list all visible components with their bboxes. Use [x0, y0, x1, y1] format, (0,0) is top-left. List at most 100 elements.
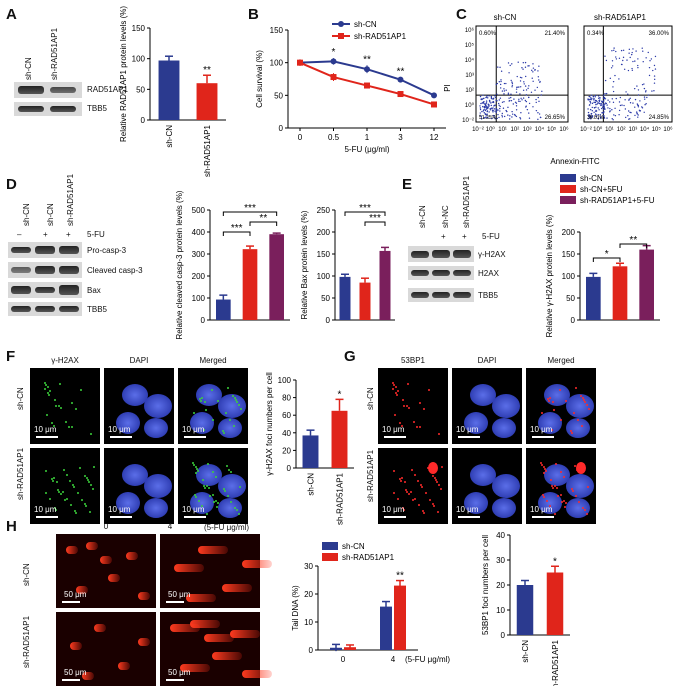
flow-dot-0-236 [503, 90, 506, 92]
flow-dot-0-199 [532, 67, 535, 69]
A-bar-1 [196, 83, 218, 120]
flow-dot-0-108 [488, 105, 490, 107]
flow-q2-1: 36.00% [649, 31, 670, 37]
micro-g-col-2: DAPI [477, 356, 497, 365]
B-point-1-3 [397, 91, 404, 98]
A-ytick-label-2: 100 [132, 55, 146, 64]
flow-dot-0-71 [523, 81, 525, 83]
flow-dot-1-144 [624, 116, 627, 119]
flow-dot-1-190 [637, 106, 640, 108]
flow-dot-0-39 [534, 89, 536, 91]
flow-dot-1-8 [612, 101, 615, 104]
flow-dot-1-176 [637, 116, 639, 118]
B-point-0-3 [397, 76, 404, 83]
blot-a-row-1: RAD51AP1 [87, 85, 128, 94]
flow-dot-0-25 [538, 65, 540, 67]
flow-dot-1-163 [623, 104, 625, 107]
flow-dot-0-95 [519, 76, 522, 79]
flow-dot-0-104 [502, 107, 505, 109]
flow-dot-0-43 [482, 94, 484, 96]
flow-dot-1-17 [587, 108, 589, 110]
flow-dot-0-139 [530, 91, 533, 94]
B-sig-2: ** [363, 54, 371, 65]
flow-dot-0-35 [492, 111, 494, 113]
flow-dot-0-161 [527, 96, 530, 99]
flow-dot-1-138 [595, 94, 597, 97]
flow-dot-0-167 [485, 116, 487, 118]
flow-dot-1-128 [609, 107, 611, 110]
flow-dot-0-208 [484, 108, 486, 111]
flow-dot-1-25 [630, 53, 633, 56]
blot-d-bax [8, 282, 82, 298]
comet-col-unit: (5-FU μg/ml) [204, 523, 250, 532]
blot-d-row-3: Bax [87, 286, 101, 295]
flow-dot-1-7 [622, 56, 625, 59]
flow-dot-1-156 [619, 104, 622, 107]
blot-d-row-2: Cleaved casp-3 [87, 266, 143, 275]
flow-dot-0-137 [515, 109, 518, 111]
flow-ytick-0: 10⁶ [465, 27, 475, 34]
B-ytick-label-3: 150 [270, 26, 284, 35]
flow-dot-1-152 [609, 77, 612, 80]
flow-dot-1-99 [641, 47, 643, 49]
flow-dot-0-127 [511, 113, 514, 115]
flow-dot-1-4 [628, 48, 631, 51]
flow-dot-1-126 [605, 92, 608, 95]
F-ytick-label-2: 40 [282, 429, 291, 438]
flow-dot-1-60 [603, 100, 605, 102]
flow-dot-1-124 [647, 94, 650, 96]
H2-ytick-label-4: 40 [496, 531, 505, 540]
flow-dot-0-142 [527, 65, 529, 67]
D2-ytick-label-0: 0 [326, 316, 331, 325]
flow-dot-0-186 [519, 86, 522, 88]
blot-d-treat-label: 5-FU [87, 230, 105, 239]
panel-letter-e: E [402, 176, 413, 193]
H1-ytick-label-2: 20 [304, 590, 313, 599]
flow-dot-0-163 [522, 68, 524, 70]
blot-a-row-2: TBB5 [87, 104, 108, 113]
B-point-1-1 [330, 74, 337, 81]
flow-dot-0-175 [541, 90, 543, 92]
flow-dot-1-47 [595, 115, 598, 118]
flow-xtick-0-2: 10¹ [498, 127, 507, 133]
flow-dot-0-155 [496, 93, 498, 96]
blot-d-treat-1: – [17, 230, 22, 239]
flow-ylabel: PI [443, 84, 452, 92]
flow-dot-0-203 [483, 109, 485, 111]
flow-dot-0-133 [500, 79, 502, 81]
flow-dot-1-160 [590, 97, 592, 99]
flow-dot-1-205 [639, 100, 641, 102]
flow-xtick-1-3: 10² [617, 127, 626, 133]
B-legend-marker-1 [338, 33, 344, 39]
H1-ylabel: Tail DNA (%) [291, 585, 300, 631]
flow-dot-0-160 [509, 64, 511, 67]
flow-dot-1-174 [597, 117, 599, 119]
flow-dot-1-53 [634, 98, 637, 101]
B-xtick-label-0: 0 [298, 133, 303, 142]
flow-dot-0-15 [517, 86, 519, 88]
flow-dot-0-82 [483, 111, 485, 114]
micro-f-image-0-1: 10 μm [104, 368, 174, 444]
blot-e-tbb5 [408, 288, 474, 302]
flow-dot-0-249 [517, 61, 519, 63]
flow-dot-1-24 [622, 59, 624, 62]
flow-dot-0-211 [505, 89, 507, 91]
flow-dot-1-57 [623, 68, 626, 71]
flow-dot-0-228 [503, 115, 506, 118]
flow-dot-0-206 [511, 84, 514, 86]
flow-dot-0-179 [484, 106, 486, 108]
flow-dot-1-75 [627, 69, 630, 72]
blot-e-treat-label: 5-FU [482, 232, 500, 241]
D1-ytick-label-0: 0 [201, 316, 206, 325]
flow-dot-1-46 [632, 48, 634, 50]
flow-dot-1-52 [613, 114, 615, 116]
flow-dot-1-64 [593, 97, 595, 100]
flow-dot-1-248 [600, 104, 602, 107]
flow-dot-0-168 [495, 83, 498, 86]
flow-dot-0-106 [505, 109, 507, 112]
flow-dot-0-238 [508, 118, 511, 120]
flow-dot-1-56 [613, 49, 615, 51]
flow-dot-1-227 [629, 97, 631, 99]
